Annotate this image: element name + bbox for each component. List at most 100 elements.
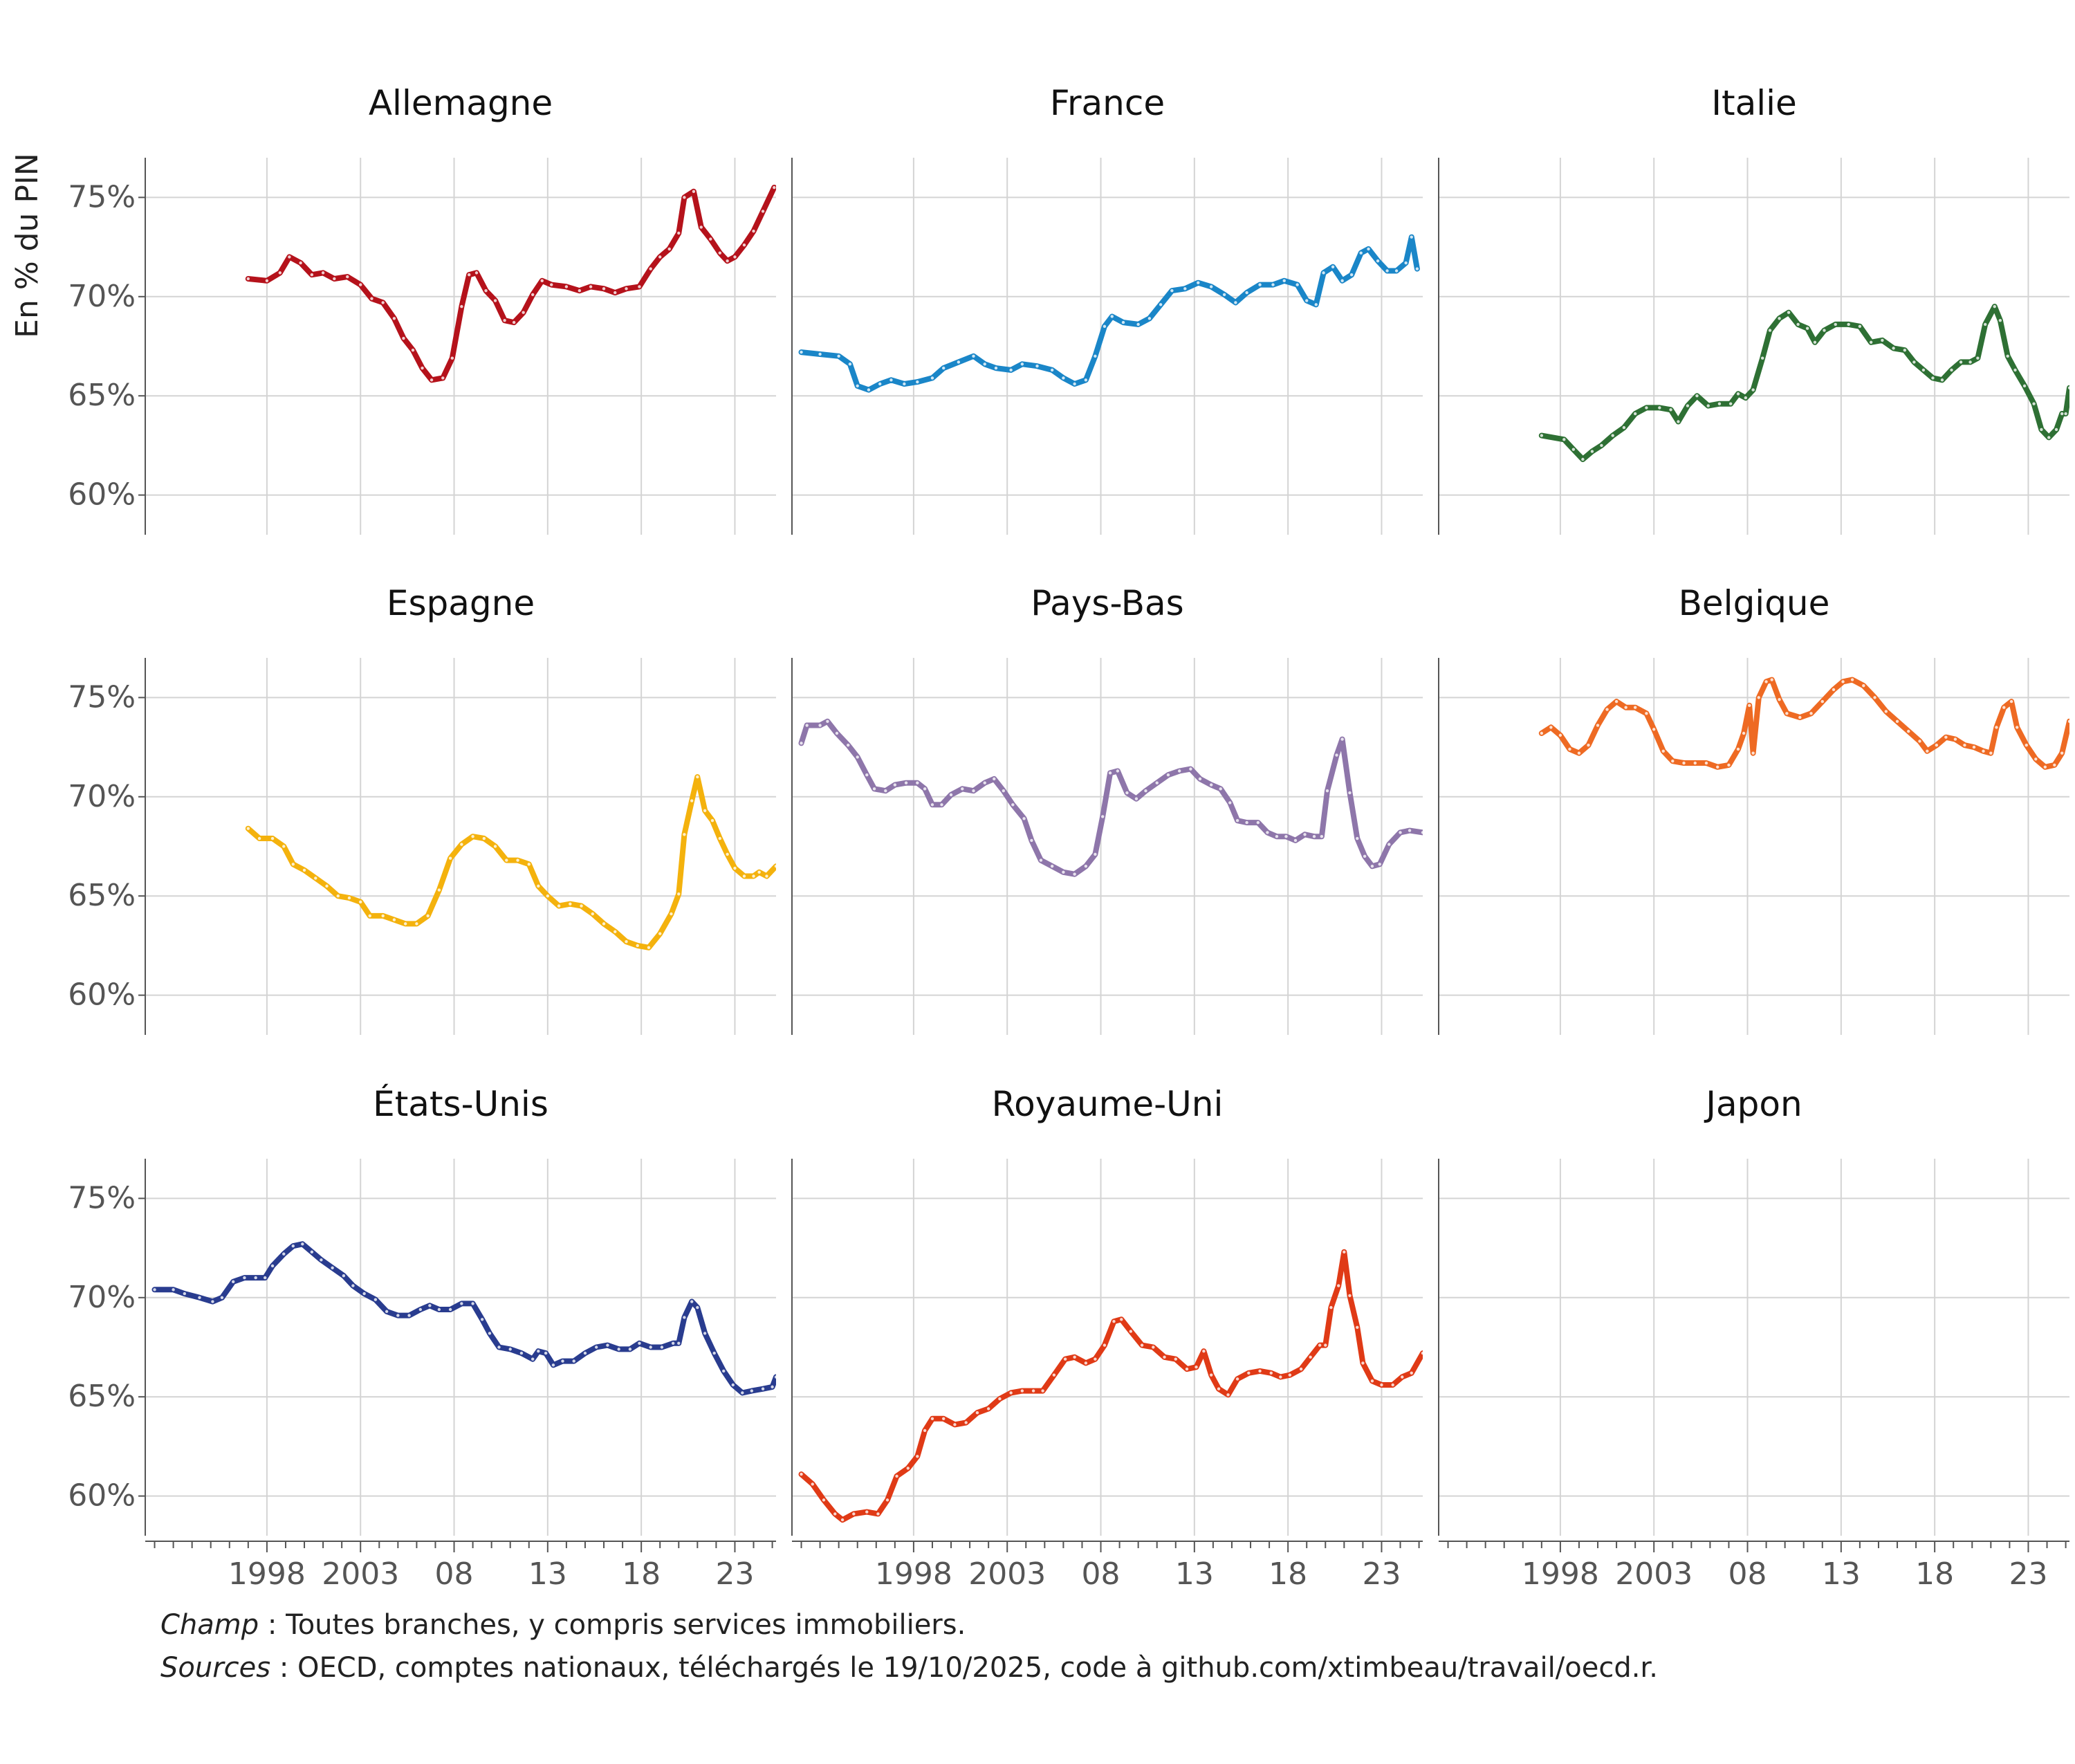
data-point — [893, 783, 897, 787]
data-point — [172, 1288, 175, 1292]
x-tick-label: 13 — [1822, 1556, 1861, 1592]
data-point — [1903, 349, 1907, 352]
data-point — [546, 894, 550, 898]
data-point — [1972, 745, 1976, 749]
y-tick-label: 75% — [68, 179, 136, 214]
data-point — [1209, 285, 1213, 288]
series-line-allemagne — [245, 185, 776, 383]
data-point — [1116, 769, 1120, 773]
data-point — [1011, 803, 1015, 807]
data-point — [1645, 712, 1648, 715]
data-point — [649, 1345, 652, 1349]
panel-italie: Italie — [1438, 83, 2069, 535]
data-point — [1410, 235, 1413, 239]
data-point — [1228, 801, 1232, 805]
data-point — [1862, 683, 1865, 688]
data-point — [441, 376, 445, 380]
data-point — [617, 1348, 620, 1351]
data-point — [480, 1318, 484, 1321]
data-point — [1256, 820, 1260, 825]
data-point — [1063, 1357, 1067, 1361]
data-point — [1540, 731, 1544, 735]
data-point — [402, 336, 405, 340]
data-point — [1120, 1318, 1123, 1321]
data-point — [1562, 438, 1566, 441]
data-point — [537, 884, 540, 888]
data-point — [1770, 678, 1773, 681]
data-point — [1163, 1355, 1166, 1359]
data-point — [1299, 1367, 1303, 1371]
panel-france: France — [791, 83, 1423, 535]
data-point — [595, 1345, 598, 1349]
data-point — [638, 1341, 641, 1345]
panel-allemagne: 60% 65% 70% 75% Allemagne — [68, 83, 776, 535]
data-point — [1686, 404, 1690, 407]
data-point — [448, 856, 452, 860]
data-point — [1633, 412, 1637, 416]
data-point — [1177, 769, 1181, 773]
data-point — [1611, 434, 1614, 437]
data-point — [1094, 852, 1097, 856]
data-point — [1103, 1343, 1107, 1347]
x-tick-label: 18 — [1915, 1556, 1954, 1592]
data-point — [1704, 761, 1708, 765]
data-point — [1209, 783, 1213, 787]
data-point — [551, 1363, 555, 1367]
data-point — [949, 793, 953, 797]
data-point — [940, 803, 943, 807]
data-point — [703, 809, 707, 813]
data-point — [726, 852, 729, 856]
data-point — [1728, 402, 1733, 405]
data-point — [527, 863, 531, 866]
data-point — [916, 1455, 919, 1458]
x-tick-label: 2003 — [1615, 1556, 1693, 1592]
data-point — [884, 789, 887, 793]
data-point — [930, 803, 934, 807]
data-point — [1041, 1389, 1044, 1393]
x-tick-label: 2003 — [968, 1556, 1046, 1592]
data-point — [1751, 751, 1755, 755]
data-point — [998, 1397, 1002, 1401]
data-point — [1335, 753, 1338, 757]
data-point — [1850, 678, 1854, 681]
y-tick-label: 65% — [68, 378, 136, 413]
data-point — [1340, 279, 1344, 283]
data-point — [1356, 836, 1359, 840]
data-point — [270, 1264, 275, 1268]
data-point — [320, 1258, 323, 1262]
data-point — [359, 900, 362, 904]
data-point — [550, 283, 553, 286]
data-point — [993, 777, 996, 781]
data-point — [1309, 1355, 1312, 1359]
data-point — [519, 1351, 524, 1355]
x-tick-label: 1998 — [228, 1556, 306, 1592]
data-point — [531, 293, 535, 297]
data-point — [508, 1348, 512, 1351]
data-point — [1989, 751, 1993, 755]
data-point — [1318, 1343, 1322, 1347]
data-point — [1348, 1294, 1352, 1298]
data-point — [1847, 322, 1850, 327]
x-tick-label: 18 — [1269, 1556, 1307, 1592]
data-point — [1834, 322, 1837, 327]
data-point — [628, 1348, 632, 1351]
data-point — [986, 1407, 990, 1411]
data-point — [1778, 317, 1781, 320]
data-point — [333, 277, 336, 281]
data-point — [1421, 831, 1423, 834]
data-point — [752, 874, 755, 878]
data-point — [505, 858, 508, 862]
data-point — [1009, 1391, 1013, 1395]
data-point — [1378, 863, 1381, 866]
data-point — [1823, 329, 1826, 332]
data-point — [1002, 789, 1006, 793]
data-point — [942, 366, 946, 370]
data-point — [1895, 719, 1899, 723]
data-point — [537, 1350, 540, 1353]
data-point — [1706, 404, 1710, 407]
data-point — [1073, 382, 1076, 386]
data-point — [2060, 412, 2064, 416]
y-tick-label: 75% — [68, 679, 136, 715]
data-point — [1571, 448, 1576, 451]
data-point — [493, 299, 497, 302]
